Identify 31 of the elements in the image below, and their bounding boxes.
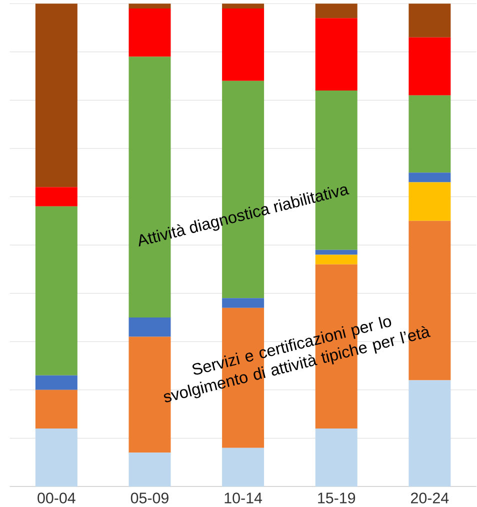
bar xyxy=(408,380,451,486)
bar xyxy=(128,4,171,8)
bar xyxy=(316,428,358,486)
bar xyxy=(128,452,171,486)
bar xyxy=(222,4,264,8)
x-tick-label: 05-09 xyxy=(131,492,169,504)
bar xyxy=(222,8,264,81)
bar xyxy=(408,95,451,173)
bar xyxy=(408,37,451,96)
bar xyxy=(316,254,358,264)
bar xyxy=(222,448,264,486)
bar xyxy=(316,4,358,18)
bar xyxy=(316,18,358,91)
bar xyxy=(316,250,358,255)
x-tick-label: 15-19 xyxy=(318,492,356,504)
bar xyxy=(408,172,451,182)
bar xyxy=(128,8,171,57)
bar xyxy=(36,4,78,188)
x-tick-label: 00-04 xyxy=(38,492,76,504)
x-tick-label: 10-14 xyxy=(225,492,262,504)
bar xyxy=(36,206,78,376)
bar xyxy=(36,375,78,390)
bar xyxy=(408,4,451,38)
bar xyxy=(128,317,171,337)
bar xyxy=(222,298,264,308)
x-tick-label: 20-24 xyxy=(411,492,449,504)
annotation: Attività diagnostica riabilitativa xyxy=(139,186,350,247)
bar xyxy=(408,182,451,221)
bar xyxy=(36,390,78,429)
bar xyxy=(36,187,78,206)
bar xyxy=(36,428,78,486)
